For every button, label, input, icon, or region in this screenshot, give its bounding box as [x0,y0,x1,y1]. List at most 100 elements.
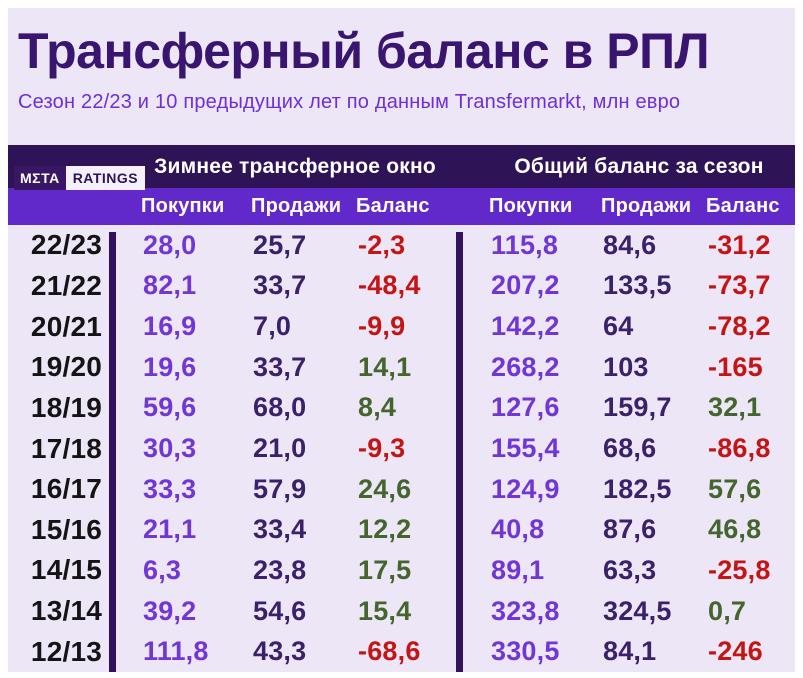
table-row: 21/22 82,1 33,7 -48,4 207,2 133,5 -73,7 [8,266,795,307]
table-row: 16/17 33,3 57,9 24,6 124,9 182,5 57,6 [8,469,795,510]
winter-sales-value: 25,7 [253,229,307,260]
total-sales-value: 87,6 [603,514,657,545]
total-purchases-value: 207,2 [491,270,560,301]
total-purchases-value: 330,5 [491,636,560,667]
column-header-row: Покупки Продажи Баланс Покупки Продажи Б… [8,188,795,225]
winter-purchases-value: 82,1 [143,270,197,301]
total-purchases-value: 323,8 [491,595,560,626]
total-purchases-value: 268,2 [491,351,560,382]
winter-purchases-value: 21,1 [143,514,197,545]
total-balance-value: -86,8 [708,433,771,464]
table-row: 12/13 111,8 43,3 -68,6 330,5 84,1 -246 [8,631,795,672]
winter-balance-value: -9,9 [358,311,406,342]
table-row: 22/23 28,0 25,7 -2,3 115,8 84,6 -31,2 [8,225,795,266]
winter-purchases-value: 59,6 [143,392,197,423]
winter-balance-value: -68,6 [358,636,421,667]
page-title: Трансферный баланс в РПЛ [18,23,710,79]
total-sales-value: 133,5 [603,270,672,301]
winter-sales-value: 43,3 [253,636,307,667]
col-header-winter-balance: Баланс [356,195,430,217]
winter-sales-value: 23,8 [253,554,307,585]
infographic-card: Трансферный баланс в РПЛ Сезон 22/23 и 1… [8,8,795,672]
winter-sales-value: 68,0 [253,392,307,423]
winter-purchases-value: 19,6 [143,351,197,382]
winter-balance-value: 15,4 [358,595,412,626]
table-body: 22/23 28,0 25,7 -2,3 115,8 84,6 -31,2 21/22 82,1… [8,225,795,672]
total-purchases-value: 155,4 [491,433,560,464]
winter-balance-value: 24,6 [358,473,412,504]
total-balance-value: 32,1 [708,392,762,423]
total-balance-value: -31,2 [708,229,771,260]
total-sales-value: 63,3 [603,554,657,585]
table-row: 19/20 19,6 33,7 14,1 268,2 103 -165 [8,347,795,388]
season-label: 12/13 [30,635,102,667]
season-label: 15/16 [30,513,102,545]
total-purchases-value: 124,9 [491,473,560,504]
winter-purchases-value: 33,3 [143,473,197,504]
col-header-total-sales: Продажи [601,195,692,217]
separator-bar-right [456,232,463,672]
season-label: 17/18 [30,432,102,464]
winter-balance-value: 8,4 [358,392,397,423]
total-purchases-value: 127,6 [491,392,560,423]
winter-balance-value: -48,4 [358,270,421,301]
total-sales-value: 84,6 [603,229,657,260]
winter-balance-value: 14,1 [358,351,412,382]
table-row: 14/15 6,3 23,8 17,5 89,1 63,3 -25,8 [8,550,795,591]
total-purchases-value: 40,8 [491,514,545,545]
total-sales-value: 84,1 [603,636,657,667]
winter-sales-value: 7,0 [253,311,292,342]
total-sales-value: 68,6 [603,433,657,464]
winter-purchases-value: 16,9 [143,311,197,342]
total-balance-value: 46,8 [708,514,762,545]
logo-meta-part: MΣTA [14,166,66,190]
group-header-winter-window: Зимнее трансферное окно [154,154,436,178]
total-balance-value: 0,7 [708,595,747,626]
total-sales-value: 159,7 [603,392,672,423]
col-header-total-purchases: Покупки [489,195,573,217]
winter-sales-value: 33,4 [253,514,307,545]
winter-purchases-value: 111,8 [143,636,209,667]
table-row: 13/14 39,2 54,6 15,4 323,8 324,5 0,7 [8,591,795,632]
table-row: 17/18 30,3 21,0 -9,3 155,4 68,6 -86,8 [8,428,795,469]
season-label: 21/22 [30,269,102,301]
winter-balance-value: 12,2 [358,514,412,545]
winter-sales-value: 33,7 [253,270,307,301]
logo-ratings-part: RATINGS [65,166,146,190]
total-balance-value: -73,7 [708,270,771,301]
total-purchases-value: 115,8 [491,229,559,260]
total-balance-value: -165 [708,351,763,382]
total-balance-value: 57,6 [708,473,762,504]
table-row: 18/19 59,6 68,0 8,4 127,6 159,7 32,1 [8,388,795,429]
winter-balance-value: 17,5 [358,554,412,585]
winter-balance-value: -2,3 [358,229,406,260]
winter-purchases-value: 28,0 [143,229,197,260]
winter-sales-value: 57,9 [253,473,307,504]
winter-purchases-value: 6,3 [143,554,182,585]
winter-purchases-value: 39,2 [143,595,197,626]
total-purchases-value: 142,2 [491,311,560,342]
total-balance-value: -246 [708,636,763,667]
metaratings-logo: MΣTA RATINGS [14,166,146,190]
col-header-winter-purchases: Покупки [141,195,225,217]
winter-purchases-value: 30,3 [143,433,197,464]
table-row: 20/21 16,9 7,0 -9,9 142,2 64 -78,2 [8,306,795,347]
separator-bar-left [109,232,116,672]
season-label: 22/23 [30,229,102,261]
season-label: 16/17 [30,473,102,505]
group-header-season-total: Общий баланс за сезон [514,154,764,178]
total-sales-value: 103 [603,351,649,382]
total-sales-value: 64 [603,311,634,342]
col-header-total-balance: Баланс [706,195,780,217]
winter-sales-value: 54,6 [253,595,307,626]
season-label: 20/21 [30,310,102,342]
total-balance-value: -25,8 [708,554,771,585]
winter-sales-value: 21,0 [253,433,307,464]
total-purchases-value: 89,1 [491,554,545,585]
winter-balance-value: -9,3 [358,433,406,464]
season-label: 18/19 [30,391,102,423]
hero-section: Трансферный баланс в РПЛ Сезон 22/23 и 1… [8,8,795,145]
total-sales-value: 182,5 [603,473,672,504]
total-sales-value: 324,5 [603,595,672,626]
